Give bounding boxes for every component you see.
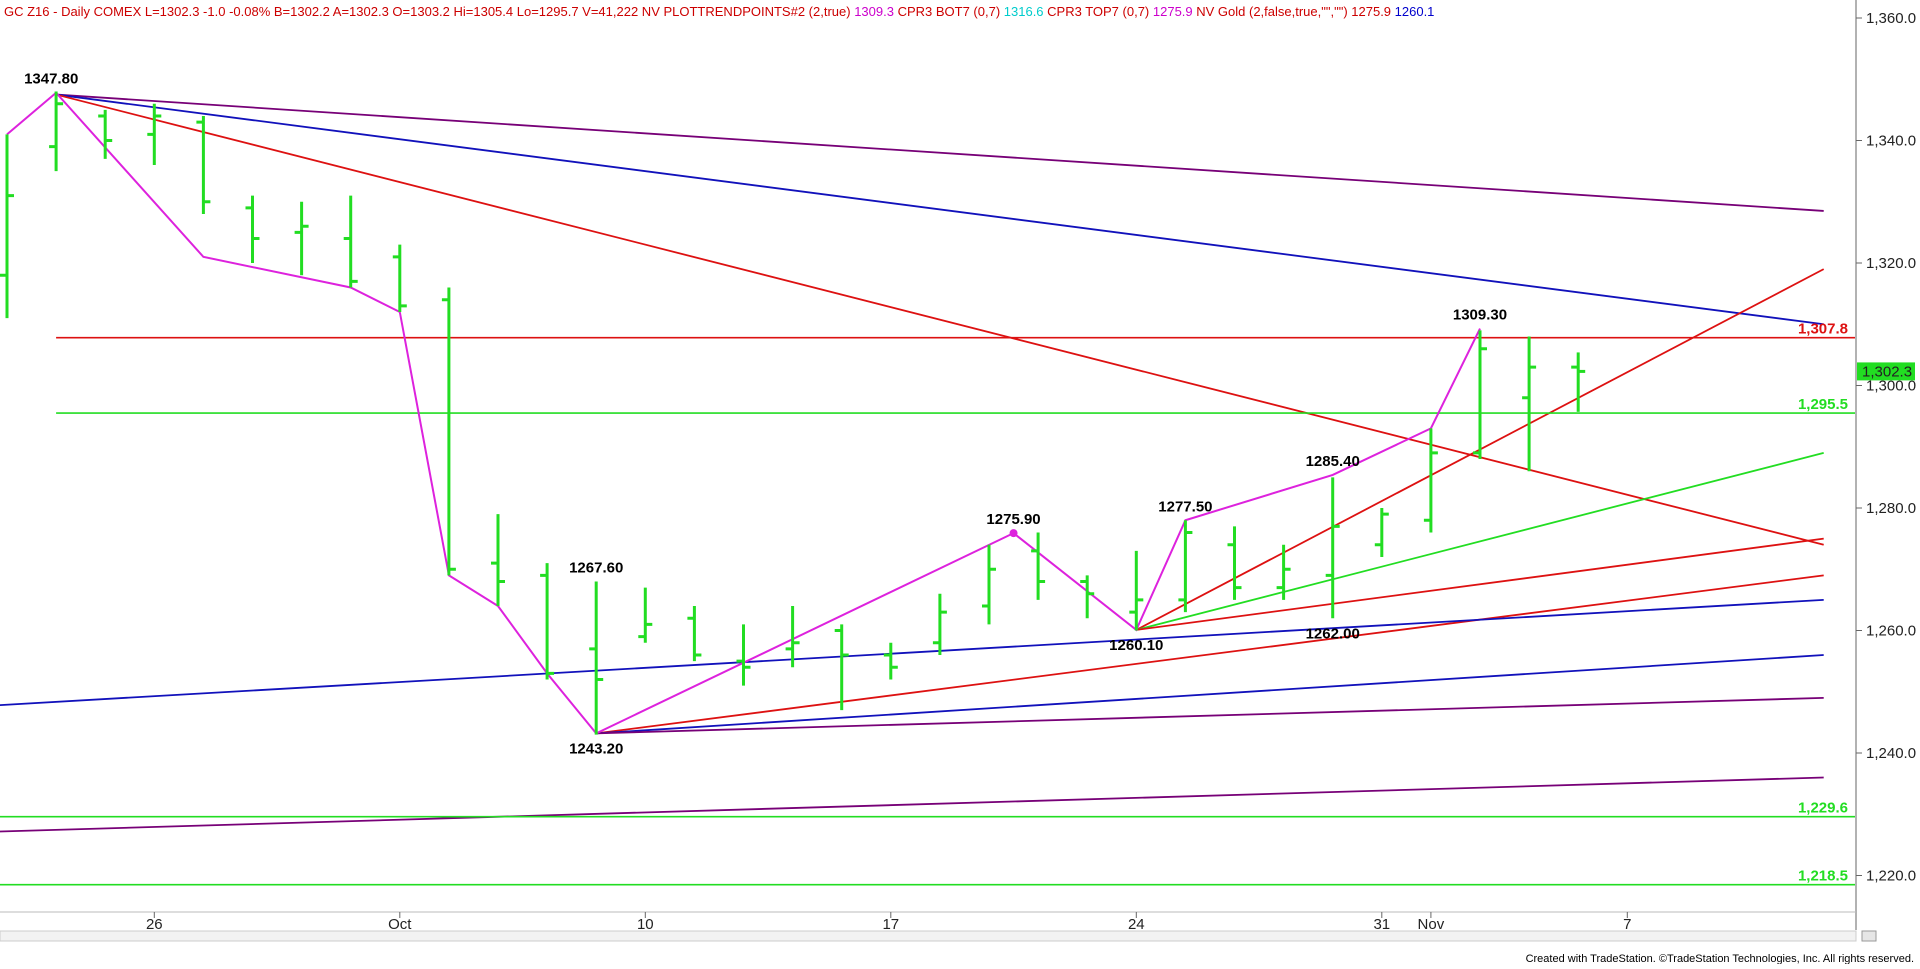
x-tick-label: 7 <box>1623 916 1631 933</box>
y-tick-label: 1,240.0 <box>1866 745 1916 762</box>
price-bar <box>245 195 260 263</box>
price-bar <box>1031 532 1046 600</box>
price-bar <box>392 244 407 312</box>
price-bar <box>932 593 947 655</box>
y-tick-label: 1,360.0 <box>1866 10 1916 27</box>
trend-line-blue <box>55 93 1824 326</box>
scrollbar-track <box>0 930 1857 942</box>
price-bar <box>785 606 800 668</box>
price-bar <box>196 116 211 214</box>
level-label: 1,307.8 <box>1798 321 1848 338</box>
price-bar <box>1374 508 1389 557</box>
price-bar <box>982 544 996 625</box>
header-segment: CPR3 BOT7 (0,7) <box>894 4 1000 19</box>
x-tick-label: Oct <box>388 916 412 933</box>
x-tick-label: 31 <box>1373 916 1390 933</box>
price-bar <box>736 624 751 686</box>
header-segment: CPR3 TOP7 (0,7) <box>1044 4 1150 19</box>
price-bar <box>0 134 14 319</box>
swing-label: 1243.20 <box>569 740 623 757</box>
swing-marker <box>1009 529 1018 538</box>
header-segment: GC Z16 - Daily COMEX L=1302.3 -1.0 -0.08… <box>4 4 851 19</box>
swing-label: 1275.90 <box>986 511 1040 528</box>
swing-label: 1309.30 <box>1453 307 1507 324</box>
trend-lines-layer: 1,307.8 1,295.5 1,229.6 1,218.5 <box>0 93 1855 886</box>
y-tick-label: 1,280.0 <box>1866 500 1916 517</box>
price-bar <box>834 624 849 711</box>
price-bar <box>883 642 898 680</box>
x-tick-label: Nov <box>1418 916 1445 933</box>
y-tick-label: 1,220.0 <box>1866 868 1916 885</box>
price-bar <box>294 201 309 276</box>
header-segment: 1275.9 <box>1149 4 1192 19</box>
price-bar <box>1473 330 1487 459</box>
trend-line-blue <box>596 654 1824 735</box>
price-bar <box>1423 428 1438 533</box>
price-bar <box>147 103 162 165</box>
price-bar <box>1227 526 1242 600</box>
swing-label: 1277.50 <box>1158 498 1212 515</box>
header-segment: 1309.3 <box>851 4 894 19</box>
level-label: 1,295.5 <box>1798 396 1848 413</box>
price-bar <box>589 581 604 735</box>
footer-credit: Created with TradeStation. ©TradeStation… <box>1526 953 1914 964</box>
x-tick-label: 10 <box>637 916 654 933</box>
price-bar <box>1571 352 1586 412</box>
swing-label: 1347.80 <box>24 71 78 88</box>
price-bar <box>1522 336 1537 472</box>
level-label: 1,229.6 <box>1798 800 1848 817</box>
price-bar <box>687 606 702 662</box>
price-bar <box>1325 477 1340 619</box>
y-tick-label: 1,300.0 <box>1866 378 1916 395</box>
price-bar <box>1129 550 1144 631</box>
price-bar <box>343 195 358 288</box>
y-tick-label: 1,260.0 <box>1866 623 1916 640</box>
price-bar <box>540 563 555 680</box>
y-tick-label: 1,320.0 <box>1866 255 1916 272</box>
trend-line-purple <box>0 776 1824 833</box>
price-bar <box>1080 575 1095 619</box>
header-segment: 1275.9 <box>1348 4 1391 19</box>
price-bar <box>98 109 113 159</box>
swing-label: 1267.60 <box>569 560 623 577</box>
header-segment: NV Gold (2,false,true,"","") <box>1193 4 1348 19</box>
price-bar <box>49 91 64 172</box>
y-tick-label: 1,340.0 <box>1866 133 1916 150</box>
trend-line-red <box>1136 537 1824 631</box>
swing-label: 1285.40 <box>1306 453 1360 470</box>
price-bar <box>1276 544 1291 600</box>
trend-line-green <box>1136 452 1824 631</box>
trend-line-purple <box>56 93 1824 212</box>
level-label: 1,218.5 <box>1798 868 1848 885</box>
header-segment: 1316.6 <box>1000 4 1043 19</box>
x-tick-label: 24 <box>1128 916 1145 933</box>
scrollbar-thumb <box>1861 930 1877 942</box>
swing-label: 1260.10 <box>1109 637 1163 654</box>
last-price-label: 1,302.3 <box>1862 363 1912 380</box>
swing-labels-layer: 1347.80 1267.60 1243.20 1275.90 1260.10 1277.… <box>24 71 1507 758</box>
price-bar <box>638 587 653 643</box>
header-segment: 1260.1 <box>1391 4 1434 19</box>
price-bars-layer <box>0 91 1586 735</box>
trend-line-red <box>596 574 1824 735</box>
x-tick-label: 17 <box>882 916 899 933</box>
trend-line-purple <box>596 696 1824 735</box>
axes-layer: 1,360.0 1,340.0 1,320.0 1,300.0 1,280.0 1,260… <box>0 0 1916 942</box>
price-bar <box>1178 520 1193 613</box>
price-bar <box>491 514 505 606</box>
price-bar <box>441 287 456 576</box>
chart-header: GC Z16 - Daily COMEX L=1302.3 -1.0 -0.08… <box>4 4 1434 19</box>
x-tick-label: 26 <box>146 916 163 933</box>
swing-label: 1262.00 <box>1306 625 1360 642</box>
last-price-box <box>1857 362 1915 381</box>
